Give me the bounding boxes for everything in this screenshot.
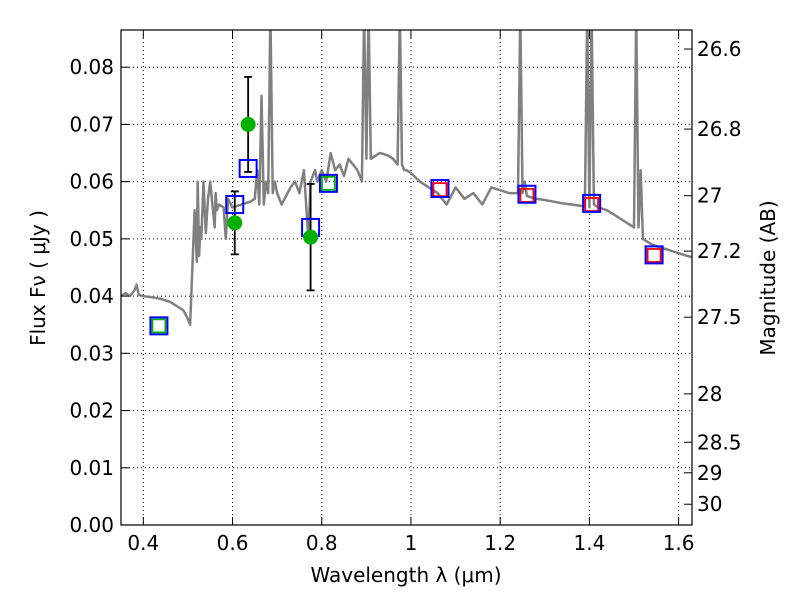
- x-tick-label: 1.6: [663, 531, 695, 555]
- plot-area: [121, 30, 692, 526]
- y-tick-label: 0.04: [69, 284, 114, 308]
- y-tick-label: 0.01: [69, 456, 114, 480]
- axes: 0.4 0.6 0.8 1 1.2 1.4 1.6 0.00 0.01 0.02 0.03 0.04 0…: [69, 29, 742, 555]
- observed-point: [240, 116, 256, 132]
- x-tick-label: 1.4: [573, 531, 605, 555]
- y-tick-label: 0.08: [69, 55, 114, 79]
- mag-tick-label: 27: [697, 184, 722, 208]
- mag-tick-label: 26.8: [697, 117, 742, 141]
- model-spectrum-line: [121, 30, 692, 326]
- bandpass-marker-inner: [321, 175, 336, 191]
- mag-tick-label: 28.5: [697, 430, 742, 454]
- y-tick-label: 0.07: [69, 112, 114, 136]
- plot-frame: [120, 29, 693, 526]
- plot-series: [121, 30, 692, 336]
- y-axis-label: Flux Fν ( μJy ): [26, 210, 50, 346]
- y-tick-label: 0.06: [69, 170, 114, 194]
- mag-tick-label: 26.6: [697, 37, 742, 61]
- bandpass-marker: [430, 179, 450, 199]
- x-tick-label: 0.6: [217, 531, 249, 555]
- mag-tick-label: 27.2: [697, 239, 742, 263]
- mag-tick-label: 27.5: [697, 305, 742, 329]
- y-tick-label: 0.02: [69, 399, 114, 423]
- bandpass-marker-inner: [151, 318, 167, 334]
- mag-tick-label: 28: [697, 382, 722, 406]
- observed-point: [227, 215, 243, 231]
- right-axis-label: Magnitude (AB): [756, 200, 780, 355]
- x-tick-label: 0.8: [306, 531, 338, 555]
- bandpass-marker-inner: [646, 248, 662, 263]
- y-tick-label: 0.03: [69, 341, 114, 365]
- mag-tick-label: 29: [697, 461, 722, 485]
- y-tick-label: 0.00: [69, 513, 114, 537]
- bandpass-marker: [149, 316, 169, 336]
- x-tick-label: 0.4: [127, 531, 159, 555]
- bandpass-marker: [318, 173, 338, 193]
- bandpass-marker: [582, 193, 602, 213]
- x-axis-label: Wavelength λ (μm): [310, 563, 501, 587]
- bandpass-marker: [644, 245, 664, 265]
- x-tick-label: 1: [405, 531, 418, 555]
- x-tick-label: 1.2: [484, 531, 516, 555]
- bandpass-marker: [517, 184, 537, 204]
- bandpass-marker: [225, 195, 245, 215]
- grid: [121, 30, 692, 526]
- y-tick-label: 0.05: [69, 227, 114, 251]
- bandpass-marker: [238, 158, 258, 178]
- mag-tick-label: 30: [697, 492, 722, 516]
- observed-point: [303, 229, 319, 245]
